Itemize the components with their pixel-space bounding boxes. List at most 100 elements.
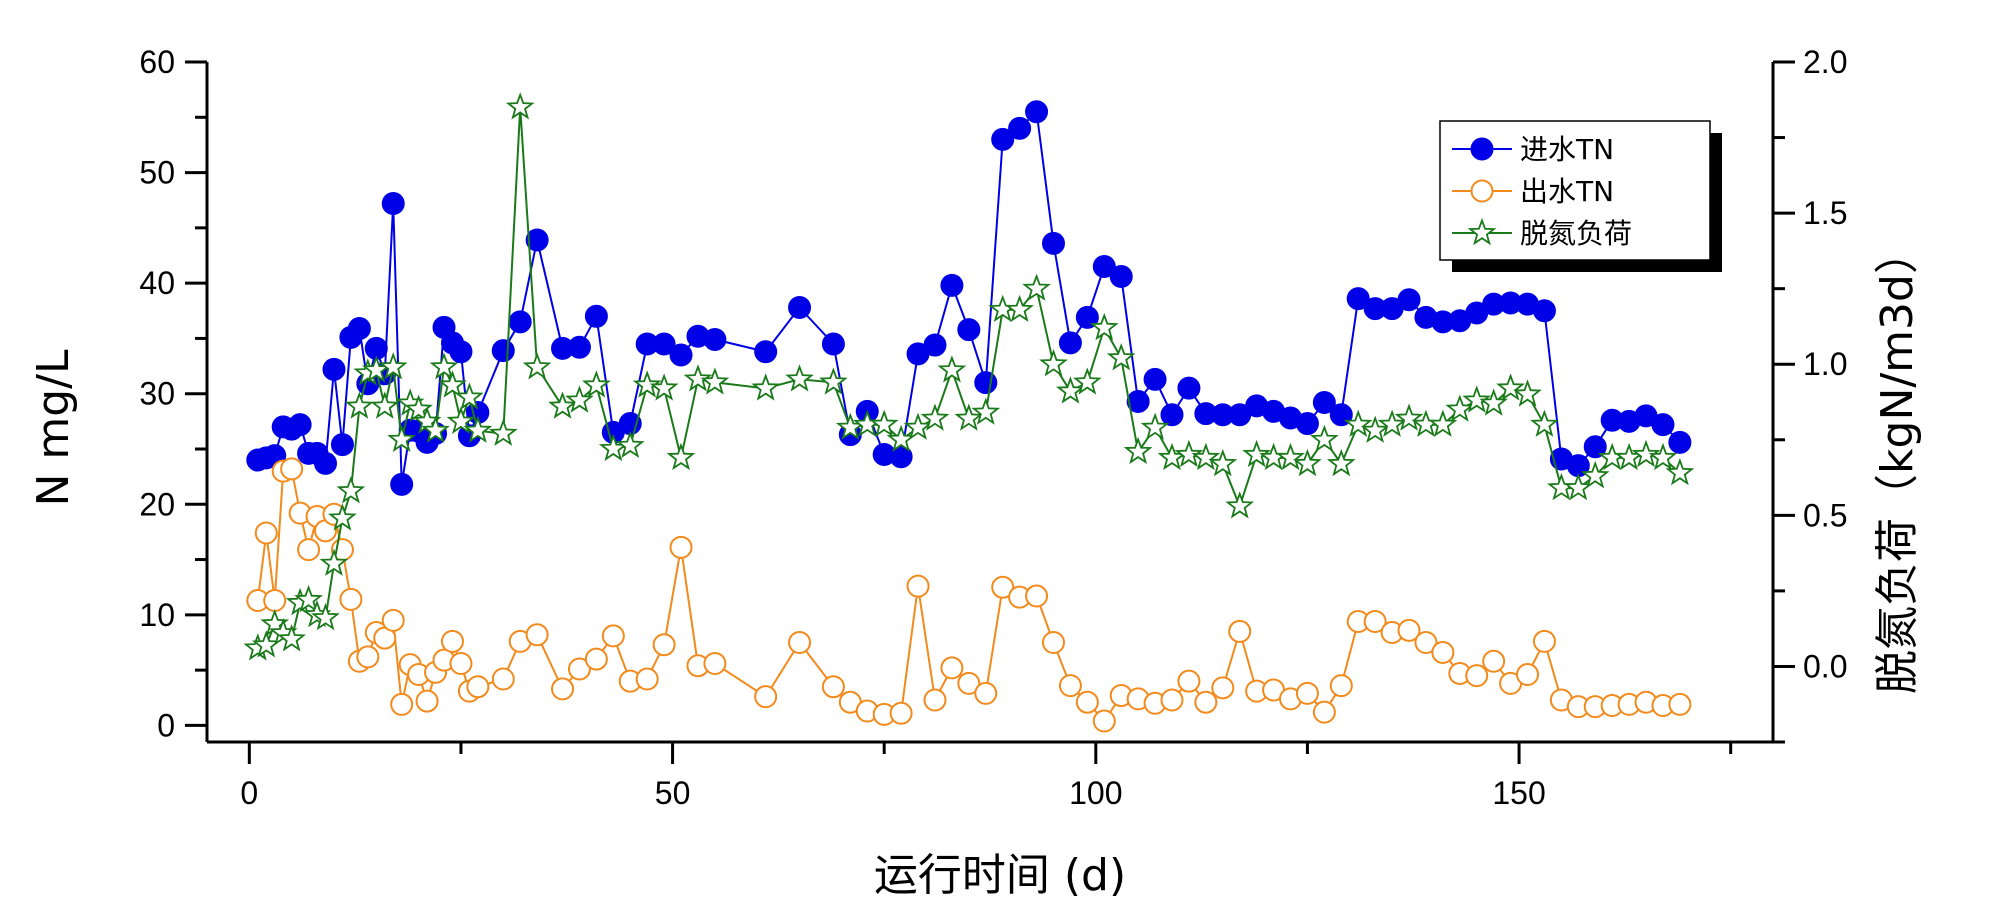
data-point bbox=[1276, 442, 1305, 471]
left-tick-label: 0 bbox=[157, 707, 175, 743]
data-point bbox=[1295, 681, 1319, 705]
x-axis-title: 运行时间 (d) bbox=[874, 850, 1126, 901]
data-point bbox=[886, 424, 916, 453]
right-axis-title: 脱氮负荷（kgN/m3d） bbox=[1872, 230, 1923, 694]
data-point bbox=[322, 357, 346, 381]
data-point bbox=[991, 575, 1015, 599]
data-point bbox=[1532, 629, 1556, 653]
data-point bbox=[1005, 294, 1034, 323]
data-point bbox=[356, 645, 380, 669]
data-point bbox=[390, 692, 414, 716]
data-point bbox=[1462, 385, 1492, 413]
data-point bbox=[567, 335, 591, 359]
data-point bbox=[785, 364, 814, 392]
data-point bbox=[1109, 265, 1133, 289]
series-1 bbox=[246, 457, 1692, 733]
data-point bbox=[635, 667, 659, 691]
data-point bbox=[923, 333, 947, 357]
data-point bbox=[971, 397, 1001, 425]
data-point bbox=[1651, 413, 1675, 437]
right-tick-label: 0.5 bbox=[1803, 497, 1847, 533]
data-point bbox=[463, 415, 493, 443]
data-point bbox=[339, 587, 363, 611]
data-point bbox=[466, 675, 490, 699]
data-point bbox=[1143, 367, 1167, 391]
data-point bbox=[565, 385, 594, 413]
data-point bbox=[1397, 618, 1421, 642]
data-point bbox=[1075, 305, 1099, 329]
data-point bbox=[940, 656, 964, 680]
data-point bbox=[551, 677, 575, 701]
legend-entry: 出水TN bbox=[1452, 175, 1614, 208]
right-tick-label: 1.5 bbox=[1803, 195, 1847, 231]
legend-entry: 脱氮负荷 bbox=[1452, 217, 1632, 250]
data-point bbox=[754, 685, 778, 709]
data-point bbox=[505, 92, 535, 120]
data-point bbox=[491, 339, 515, 363]
data-point bbox=[314, 451, 338, 475]
data-point bbox=[1482, 649, 1506, 673]
data-point bbox=[328, 503, 357, 531]
data-point bbox=[1360, 415, 1390, 443]
data-point bbox=[1516, 663, 1540, 687]
data-point bbox=[584, 304, 608, 328]
data-point bbox=[251, 630, 281, 658]
data-point bbox=[1177, 376, 1201, 400]
data-point bbox=[584, 647, 608, 671]
data-point bbox=[1140, 412, 1170, 440]
data-point bbox=[903, 412, 933, 440]
data-point bbox=[319, 548, 349, 576]
data-point bbox=[1041, 231, 1065, 255]
data-point bbox=[1414, 630, 1438, 654]
data-point bbox=[297, 538, 321, 562]
data-point bbox=[1583, 435, 1607, 459]
data-point bbox=[1312, 391, 1336, 415]
data-point bbox=[683, 364, 713, 392]
data-point bbox=[1228, 619, 1252, 643]
data-point bbox=[390, 472, 414, 496]
right-y-axis: 0.0 0.5 1.0 1.5 2.0 bbox=[1773, 44, 1847, 744]
data-point bbox=[1008, 116, 1032, 140]
data-point bbox=[1346, 287, 1370, 311]
data-point bbox=[1648, 442, 1678, 471]
data-point bbox=[1631, 439, 1661, 468]
data-point bbox=[652, 332, 676, 356]
data-point bbox=[1073, 367, 1102, 395]
data-point bbox=[1312, 700, 1336, 724]
data-point bbox=[429, 352, 459, 380]
data-point bbox=[1580, 460, 1610, 489]
data-point bbox=[449, 340, 473, 364]
data-point bbox=[525, 623, 549, 647]
left-tick-label: 10 bbox=[139, 597, 175, 633]
data-point bbox=[567, 657, 591, 681]
data-point bbox=[1191, 442, 1221, 471]
legend: 进水TN 出水TN 脱氮负荷 bbox=[1439, 120, 1722, 272]
data-point bbox=[1445, 394, 1475, 422]
data-point bbox=[1532, 299, 1556, 323]
legend-label: 脱氮负荷 bbox=[1520, 217, 1632, 250]
x-tick-label: 50 bbox=[655, 775, 691, 811]
left-tick-label: 30 bbox=[139, 376, 175, 412]
data-point bbox=[1310, 424, 1339, 453]
data-point bbox=[1614, 442, 1644, 471]
data-point bbox=[632, 370, 662, 398]
data-point bbox=[1363, 609, 1387, 633]
legend-marker bbox=[1467, 217, 1497, 246]
left-tick-label: 40 bbox=[139, 265, 175, 301]
data-point bbox=[703, 651, 727, 675]
data-point bbox=[415, 689, 439, 713]
data-point bbox=[1058, 331, 1082, 355]
data-point bbox=[889, 701, 913, 725]
data-point bbox=[1465, 664, 1489, 688]
data-point bbox=[582, 370, 611, 398]
data-point bbox=[1022, 273, 1051, 301]
data-point bbox=[821, 332, 845, 356]
data-point bbox=[381, 192, 405, 216]
data-point bbox=[1397, 288, 1421, 312]
x-tick-label: 100 bbox=[1069, 775, 1122, 811]
data-point bbox=[1668, 692, 1692, 716]
data-point bbox=[345, 391, 374, 419]
data-point bbox=[446, 406, 476, 434]
legend-marker bbox=[1470, 137, 1494, 161]
